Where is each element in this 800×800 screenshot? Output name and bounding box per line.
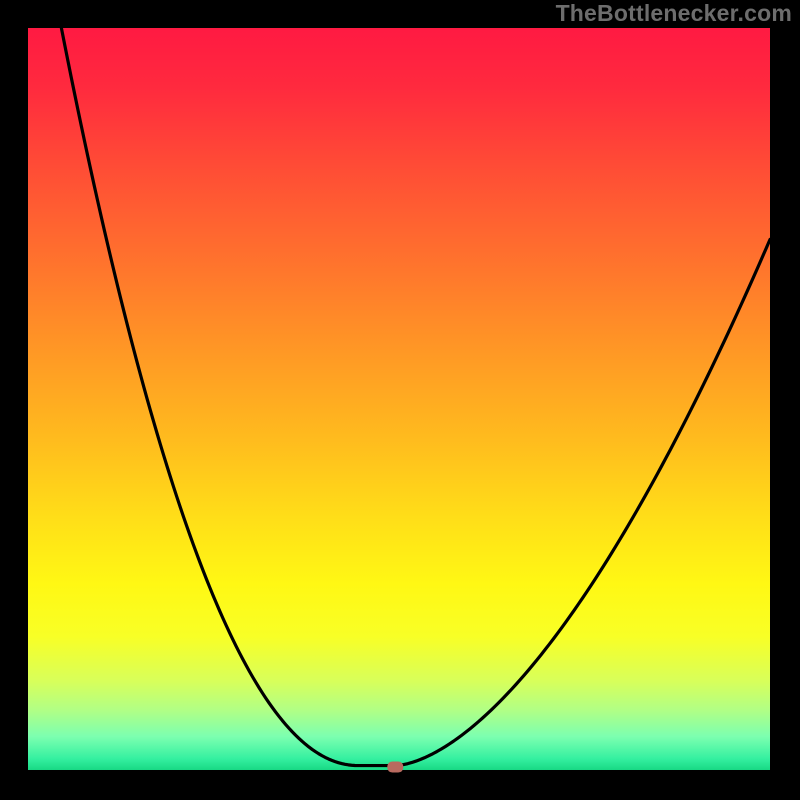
- gradient-background: [28, 28, 770, 770]
- watermark-text: TheBottlenecker.com: [556, 0, 792, 27]
- chart-stage: TheBottlenecker.com: [0, 0, 800, 800]
- bottleneck-plot: [0, 0, 800, 800]
- minimum-marker: [387, 762, 403, 773]
